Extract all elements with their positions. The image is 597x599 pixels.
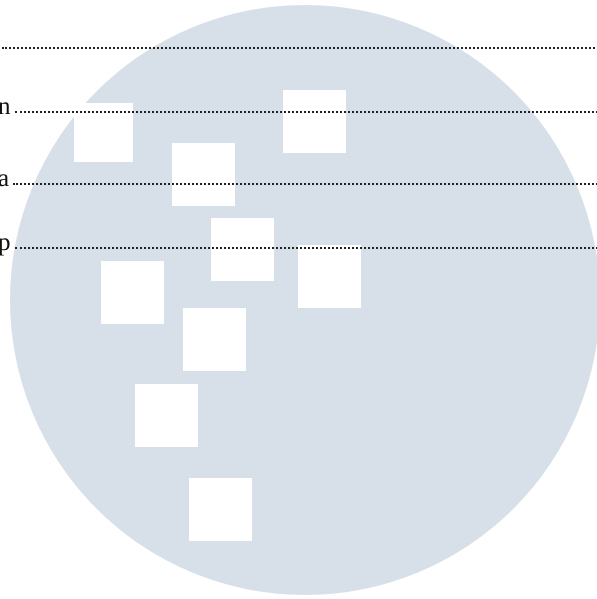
watermark-square	[211, 218, 274, 281]
dotted-line-row: p	[0, 225, 597, 255]
row-letter: n	[0, 93, 11, 120]
dotted-line-row: a	[0, 161, 597, 191]
watermark-square	[135, 384, 198, 447]
row-letter: a	[0, 165, 10, 192]
watermark-square	[183, 308, 246, 371]
dotted-leader	[14, 247, 597, 249]
row-letter: p	[0, 229, 11, 256]
watermark-square	[283, 90, 346, 153]
dotted-line-row: n	[0, 89, 597, 119]
watermark-square	[101, 261, 164, 324]
watermark-square	[298, 245, 361, 308]
dotted-leader	[14, 111, 597, 113]
dotted-leader	[13, 183, 597, 185]
watermark-square	[172, 143, 235, 206]
dotted-leader	[2, 47, 597, 49]
watermark-square	[189, 478, 252, 541]
dotted-line-row	[0, 25, 597, 55]
